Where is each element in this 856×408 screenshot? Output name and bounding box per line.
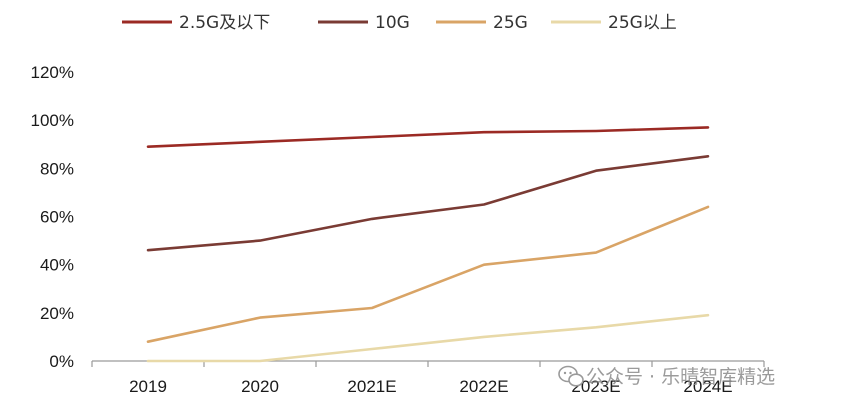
legend-label: 25G (493, 13, 528, 33)
legend-label: 10G (375, 13, 410, 33)
x-tick-label: 2024E (683, 377, 732, 396)
x-axis: 2019 2020 2021E 2022E 2023E 2024E (91, 360, 765, 396)
legend-item: 2.5G及以下 (122, 13, 270, 33)
legend-item: 10G (318, 13, 410, 33)
series-line (146, 126, 710, 148)
legend-label: 2.5G及以下 (179, 13, 270, 33)
x-tick-label: 2021E (347, 377, 396, 396)
y-tick-label: 120% (31, 63, 74, 82)
wechat-icon (558, 365, 584, 387)
x-tick-label: 2022E (459, 377, 508, 396)
y-tick-label: 40% (40, 256, 74, 275)
x-tick-label: 2019 (129, 377, 167, 396)
y-tick-label: 80% (40, 159, 74, 178)
watermark-text: 公众号 · 乐晴智库精选 (586, 366, 775, 388)
x-tick-label: 2023E (571, 377, 620, 396)
series-line (146, 205, 710, 344)
y-tick-label: 20% (40, 304, 74, 323)
y-tick-label: 100% (31, 111, 74, 130)
watermark: 公众号 · 乐晴智库精选 (558, 365, 775, 388)
series-lines (146, 126, 710, 363)
x-tick-label: 2020 (241, 377, 279, 396)
legend-label: 25G以上 (608, 13, 677, 33)
legend-item: 25G以上 (551, 13, 677, 33)
y-axis: 0% 20% 40% 60% 80% 100% 120% (31, 63, 74, 371)
legend-item: 25G (436, 13, 528, 33)
series-line (146, 313, 710, 363)
legend: 2.5G及以下 10G 25G 25G以上 (122, 13, 677, 33)
series-line (146, 155, 710, 252)
y-tick-label: 0% (49, 352, 74, 371)
y-tick-label: 60% (40, 208, 74, 227)
